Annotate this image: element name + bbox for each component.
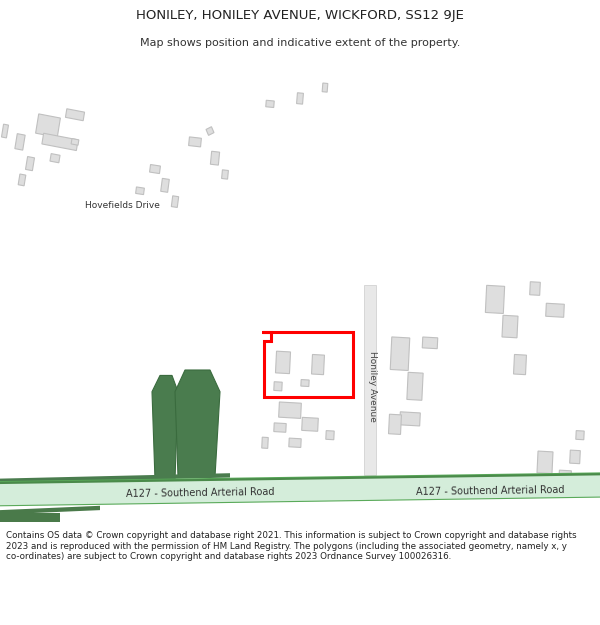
Text: HONILEY, HONILEY AVENUE, WICKFORD, SS12 9JE: HONILEY, HONILEY AVENUE, WICKFORD, SS12 … (136, 9, 464, 22)
Bar (400, 412, 421, 426)
Bar (407, 372, 423, 400)
Bar (136, 187, 145, 194)
Bar (1, 124, 8, 138)
Text: Contains OS data © Crown copyright and database right 2021. This information is : Contains OS data © Crown copyright and d… (6, 531, 577, 561)
Text: A127 - Southend Arterial Road: A127 - Southend Arterial Road (416, 484, 565, 497)
Polygon shape (152, 376, 178, 480)
Bar (274, 382, 282, 391)
Bar (559, 470, 571, 487)
Bar (322, 83, 328, 92)
Bar (149, 164, 160, 174)
Bar (311, 354, 325, 374)
Bar (389, 414, 401, 434)
Bar (50, 154, 60, 162)
Bar (302, 418, 319, 431)
Bar (15, 134, 25, 150)
Bar (289, 438, 301, 448)
Bar (545, 303, 565, 318)
Bar (26, 156, 34, 171)
Bar (326, 431, 334, 440)
Polygon shape (0, 473, 600, 484)
Text: A127 - Southend Arterial Road: A127 - Southend Arterial Road (125, 487, 274, 499)
Polygon shape (175, 370, 220, 476)
Bar (278, 402, 301, 418)
Bar (485, 286, 505, 314)
Bar (18, 174, 26, 186)
Bar (502, 315, 518, 338)
Polygon shape (0, 506, 100, 514)
Bar (296, 92, 304, 104)
Bar (206, 127, 214, 136)
Bar (42, 133, 78, 151)
Polygon shape (0, 473, 600, 506)
Bar (161, 178, 169, 192)
Bar (364, 285, 376, 476)
Bar (274, 423, 286, 432)
Bar (65, 109, 85, 121)
Text: Hovefields Drive: Hovefields Drive (85, 201, 160, 211)
Bar (537, 451, 553, 474)
Bar (422, 337, 438, 349)
Polygon shape (0, 473, 230, 483)
Bar (0, 513, 60, 522)
Bar (221, 170, 229, 179)
Bar (262, 437, 268, 448)
Bar (275, 351, 290, 374)
Bar (71, 139, 79, 145)
Bar (35, 114, 61, 138)
Bar (172, 196, 179, 208)
Bar (266, 100, 274, 107)
Bar (211, 151, 220, 165)
Text: Map shows position and indicative extent of the property.: Map shows position and indicative extent… (140, 38, 460, 48)
Bar (301, 379, 309, 386)
Bar (569, 450, 580, 464)
Bar (530, 282, 541, 296)
Bar (390, 337, 410, 371)
Bar (514, 354, 526, 374)
Bar (576, 431, 584, 440)
Text: Honiley Avenue: Honiley Avenue (367, 351, 377, 422)
Bar (188, 137, 202, 147)
